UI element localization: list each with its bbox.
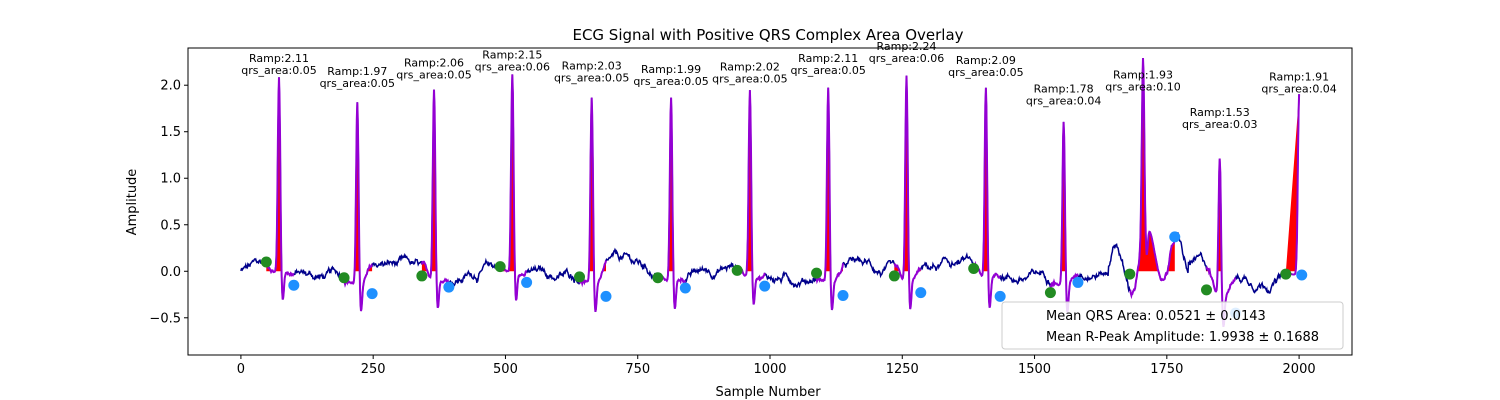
q-point-marker — [1280, 268, 1292, 280]
ecg-signal-line — [240, 58, 1300, 327]
s-point-marker — [288, 279, 300, 291]
qrs-area-annotation: qrs_area:0.04 — [1026, 95, 1101, 108]
s-point-marker — [366, 288, 378, 300]
q-point-marker — [1044, 287, 1056, 299]
q-point-marker — [652, 272, 664, 284]
x-tick-label: 0 — [237, 362, 245, 377]
qrs-area-annotation: qrs_area:0.05 — [320, 77, 395, 90]
qrs-area-annotation: qrs_area:0.05 — [633, 75, 708, 88]
y-axis-label: Amplitude — [125, 169, 140, 236]
r-amp-annotation: Ramp:1.97 — [327, 65, 387, 78]
q-point-marker — [338, 272, 350, 284]
y-tick-label: 0.0 — [160, 265, 181, 280]
qrs-segment-line — [815, 87, 844, 311]
s-point-marker — [1169, 231, 1181, 243]
r-amp-annotation: Ramp:1.93 — [1113, 69, 1173, 82]
s-point-marker — [600, 290, 612, 302]
x-axis: 0 250 500 750 1000 1250 1500 1750 2000 — [237, 355, 1316, 377]
x-tick-label: 750 — [625, 362, 650, 377]
qrs-area-annotation: qrs_area:0.10 — [1105, 81, 1180, 94]
q-point-marker — [574, 271, 586, 283]
x-tick-label: 500 — [493, 362, 518, 377]
q-point-marker — [731, 264, 743, 276]
q-point-marker — [1201, 284, 1212, 296]
s-point-marker — [521, 276, 533, 288]
legend-entry-qrs-area: Mean QRS Area: 0.0521 ± 0.0143 — [1046, 309, 1266, 324]
y-tick-label: 1.5 — [160, 125, 181, 140]
x-tick-label: 250 — [361, 362, 386, 377]
qrs-area-annotation: qrs_area:0.05 — [790, 64, 865, 77]
qrs-area-annotation: qrs_area:0.06 — [475, 60, 550, 73]
qrs-segment-line — [265, 77, 295, 300]
x-tick-label: 1500 — [1018, 362, 1051, 377]
s-point-marker — [1072, 276, 1084, 288]
r-amp-annotation: Ramp:2.09 — [956, 54, 1016, 67]
s-point-marker — [759, 280, 771, 292]
s-point-marker — [679, 282, 691, 294]
q-point-marker — [888, 270, 900, 282]
qrs-segment-line — [1205, 158, 1237, 328]
x-tick-label: 1000 — [753, 362, 786, 377]
r-amp-annotation: Ramp:1.78 — [1034, 83, 1094, 96]
qrs-segment-line — [420, 89, 450, 309]
q-point-marker — [1124, 268, 1136, 280]
q-point-marker — [260, 256, 272, 268]
s-point-marker — [915, 287, 927, 299]
qrs-segment-line — [578, 97, 607, 313]
x-tick-label: 1250 — [886, 362, 919, 377]
legend: Mean QRS Area: 0.0521 ± 0.0143 Mean R-Pe… — [1001, 301, 1344, 350]
r-amp-annotation: Ramp:2.06 — [404, 57, 464, 70]
qrs-segment-line — [1049, 121, 1079, 313]
qrs-area-annotation: qrs_area:0.06 — [869, 52, 944, 65]
r-amp-annotation: Ramp:2.02 — [720, 60, 780, 73]
qrs-area-annotation: qrs_area:0.05 — [948, 66, 1023, 79]
r-amp-annotation: Ramp:2.03 — [562, 59, 622, 72]
qrs-area-annotation: qrs_area:0.05 — [396, 69, 471, 82]
chart-title: ECG Signal with Positive QRS Complex Are… — [572, 26, 963, 44]
qrs-area-annotation: qrs_area:0.05 — [554, 71, 629, 84]
qrs-segment-line — [972, 87, 1001, 308]
qrs-segment-line — [343, 102, 373, 312]
q-point-marker — [494, 261, 506, 273]
r-amp-annotation: Ramp:2.15 — [482, 48, 542, 61]
x-axis-label: Sample Number — [715, 385, 821, 400]
s-point-marker — [1296, 269, 1308, 281]
s-point-marker — [443, 281, 455, 293]
qrs-area-annotation: qrs_area:0.04 — [1261, 83, 1336, 96]
r-amp-annotation: Ramp:2.11 — [249, 52, 309, 65]
s-point-marker — [837, 289, 849, 301]
q-point-marker — [416, 270, 428, 282]
qrs-segment-line — [893, 75, 922, 310]
qrs-area-annotation: qrs_area:0.03 — [1182, 118, 1257, 131]
r-amp-annotation: Ramp:2.24 — [876, 40, 936, 53]
r-amp-annotation: Ramp:1.53 — [1190, 106, 1250, 119]
s-point-marker — [994, 290, 1006, 302]
q-point-marker — [968, 262, 980, 274]
qrs-area-annotation: qrs_area:0.05 — [712, 72, 787, 85]
y-tick-label: −0.5 — [149, 311, 181, 326]
y-tick-label: 1.0 — [160, 172, 181, 187]
qrs-area-fill — [1285, 94, 1300, 272]
x-tick-label: 2000 — [1283, 362, 1316, 377]
r-amp-annotation: Ramp:2.11 — [798, 52, 858, 65]
qrs-area-annotation: qrs_area:0.05 — [241, 64, 316, 77]
legend-box — [1001, 301, 1344, 350]
y-tick-label: 0.5 — [160, 218, 181, 233]
r-amp-annotation: Ramp:1.99 — [641, 63, 701, 76]
qrs-segment-line — [1129, 58, 1176, 300]
r-amp-annotation: Ramp:1.91 — [1269, 71, 1329, 84]
x-tick-label: 1750 — [1150, 362, 1183, 377]
y-tick-label: 2.0 — [160, 79, 181, 94]
legend-entry-r-peak: Mean R-Peak Amplitude: 1.9938 ± 0.1688 — [1046, 330, 1319, 345]
q-point-marker — [811, 267, 823, 279]
y-axis: −0.5 0.0 0.5 1.0 1.5 2.0 — [149, 79, 188, 326]
